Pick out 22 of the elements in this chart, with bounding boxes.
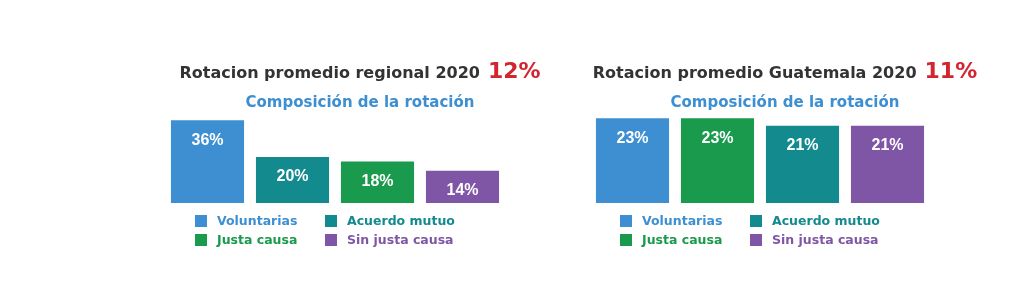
legend-label: Justa causa bbox=[217, 232, 298, 247]
legend-label: Sin justa causa bbox=[347, 232, 454, 247]
chart-title: Rotacion promedio regional 2020 bbox=[179, 63, 480, 82]
legend-label: Voluntarias bbox=[217, 213, 298, 228]
legend-label: Acuerdo mutuo bbox=[347, 213, 455, 228]
data-label: 20% bbox=[276, 167, 309, 185]
text: 12% bbox=[487, 58, 541, 83]
chart-title: Rotacion promedio Guatemala 2020 bbox=[592, 63, 917, 82]
data-label: 21% bbox=[786, 136, 819, 154]
data-label: 14% bbox=[446, 181, 479, 199]
legend-label: Sin justa causa bbox=[772, 232, 879, 247]
chart-subtitle: Composición de la rotación bbox=[669, 93, 901, 111]
legend-label: Acuerdo mutuo bbox=[772, 213, 880, 228]
legend-label: Voluntarias bbox=[642, 213, 723, 228]
legend-label: Justa causa bbox=[642, 232, 723, 247]
data-label: 36% bbox=[191, 130, 224, 148]
data-label: 21% bbox=[871, 136, 904, 154]
chart-subtitle: Composición de la rotación bbox=[244, 93, 476, 111]
text: 11% bbox=[924, 58, 978, 83]
data-label: 23% bbox=[701, 128, 734, 146]
data-label: 23% bbox=[616, 128, 649, 146]
data-label: 18% bbox=[361, 172, 394, 190]
